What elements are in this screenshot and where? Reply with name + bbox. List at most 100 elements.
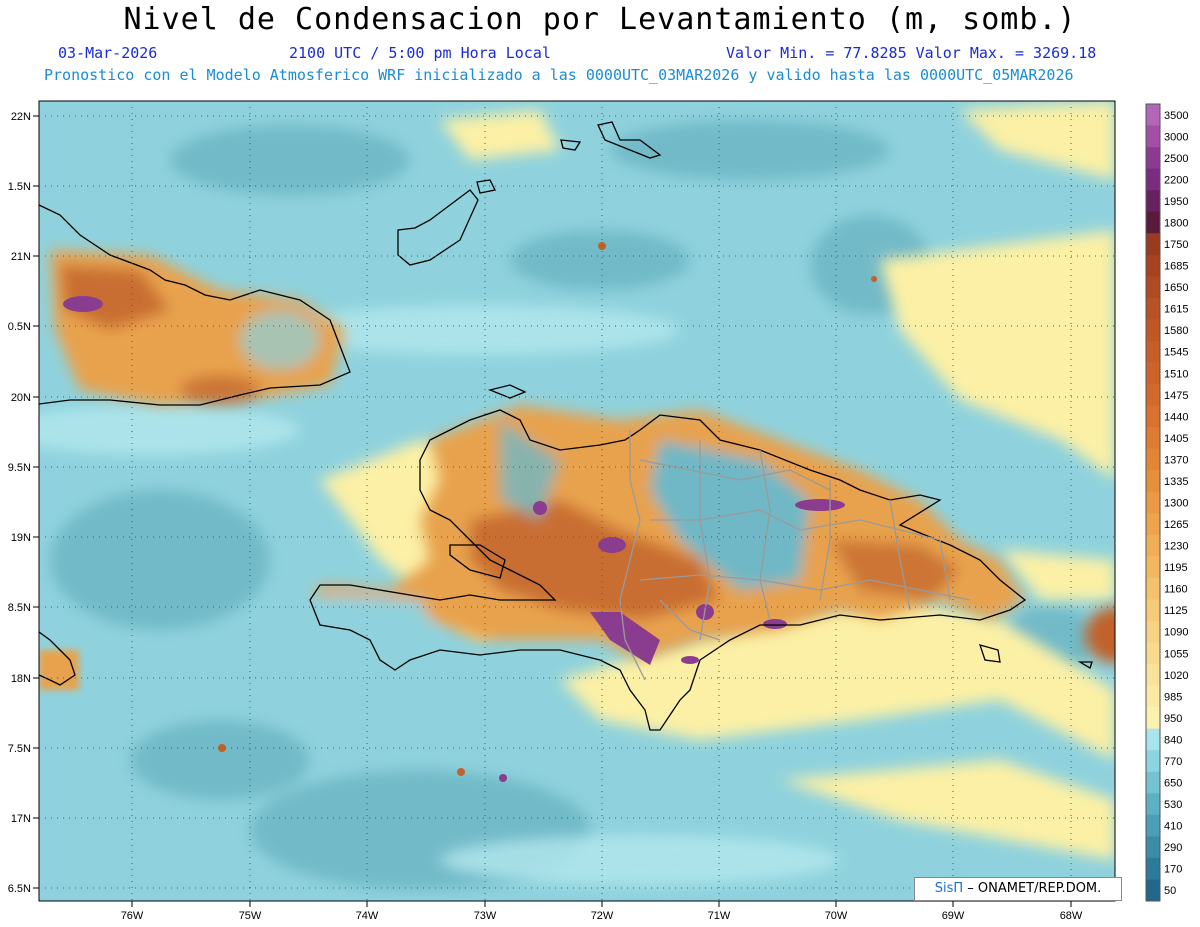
colorbar-label: 1750 (1164, 239, 1188, 251)
colorbar-label: 1370 (1164, 454, 1188, 466)
lon-label: 69W (942, 910, 965, 922)
lat-label: 22N (11, 111, 31, 123)
colorbar-swatch (1146, 125, 1160, 148)
lat-label: 0.5N (8, 321, 31, 333)
lon-label: 75W (239, 910, 262, 922)
colorbar-label: 1405 (1164, 433, 1188, 445)
forecast-date: 03-Mar-2026 (58, 44, 158, 62)
colorbar-label: 1265 (1164, 519, 1188, 531)
latitude-labels: 22N 1.5N 21N 0.5N 20N 9.5N 19N 8.5N 18N … (8, 111, 31, 895)
lat-label: 18N (11, 673, 31, 685)
colorbar-label: 1475 (1164, 390, 1188, 402)
colorbar-swatch (1146, 556, 1160, 579)
lon-label: 68W (1060, 910, 1083, 922)
colorbar-label: 840 (1164, 734, 1182, 746)
colorbar-swatch (1146, 405, 1160, 428)
colorbar-label: 1650 (1164, 282, 1188, 294)
colorbar-label: 650 (1164, 778, 1182, 790)
colorbar-swatch (1146, 211, 1160, 234)
colorbar-swatch (1146, 577, 1160, 600)
lat-label: 8.5N (8, 602, 31, 614)
lon-label: 71W (708, 910, 731, 922)
colorbar-swatch (1146, 362, 1160, 385)
colorbar-swatch (1146, 836, 1160, 859)
colorbar-label: 1055 (1164, 648, 1188, 660)
credit-text: – ONAMET/REP.DOM. (967, 881, 1102, 896)
colorbar-swatch (1146, 750, 1160, 773)
colorbar-swatch (1146, 621, 1160, 643)
colorbar-swatch (1146, 534, 1160, 557)
colorbar-label: 1160 (1164, 584, 1188, 596)
lon-label: 72W (591, 910, 614, 922)
model-run-info: Pronostico con el Modelo Atmosferico WRF… (44, 66, 1074, 84)
lat-label: 19N (11, 532, 31, 544)
lat-label: 21N (11, 251, 31, 263)
colorbar-label: 1230 (1164, 541, 1188, 553)
lon-label: 76W (121, 910, 144, 922)
colorbar-label: 50 (1164, 885, 1176, 897)
colorbar-swatch (1146, 664, 1160, 687)
colorbar-swatch (1146, 190, 1160, 213)
colorbar-label: 1950 (1164, 196, 1188, 208)
colorbar-label: 170 (1164, 864, 1182, 876)
lat-label: 9.5N (8, 462, 31, 474)
colorbar-label: 2200 (1164, 174, 1188, 186)
map-title: Nivel de Condensacion por Levantamiento … (123, 2, 1077, 37)
field-shading (39, 101, 1115, 901)
colorbar-swatch (1146, 642, 1160, 665)
colorbar-swatch (1146, 793, 1160, 816)
colorbar-swatch (1146, 276, 1160, 299)
colorbar-label: 950 (1164, 713, 1182, 725)
colorbar-label: 530 (1164, 799, 1182, 811)
colorbar-label: 985 (1164, 691, 1182, 703)
plot-frame (38, 100, 1116, 902)
credit-box: SisΠ – ONAMET/REP.DOM. (914, 877, 1122, 901)
lat-label: 6.5N (8, 883, 31, 895)
colorbar-swatch (1146, 384, 1160, 406)
colorbar-swatch (1146, 233, 1160, 256)
lat-lon-grid (39, 101, 1115, 901)
colorbar-swatch (1146, 599, 1160, 622)
colorbar-swatch (1146, 427, 1160, 450)
colorbar-label: 1195 (1164, 562, 1188, 574)
colorbar: 3500 3000 2500 2200 1950 1800 1750 1685 1650 1615… (1145, 103, 1188, 902)
sispi-logo: SisΠ (934, 881, 964, 896)
coastlines (39, 121, 1093, 731)
lon-label: 70W (825, 910, 848, 922)
colorbar-label: 1020 (1164, 670, 1188, 682)
colorbar-swatch (1146, 168, 1160, 191)
colorbar-swatch (1146, 448, 1160, 471)
colorbar-label: 1615 (1164, 304, 1188, 316)
colorbar-label: 770 (1164, 756, 1182, 768)
colorbar-label: 1335 (1164, 476, 1188, 488)
colorbar-swatch (1146, 814, 1160, 837)
colorbar-swatch (1146, 147, 1160, 170)
colorbar-swatch (1146, 728, 1160, 751)
colorbar-label: 3000 (1164, 131, 1188, 143)
axis-ticks (33, 115, 1072, 907)
lat-label: 17N (11, 813, 31, 825)
colorbar-swatch (1146, 319, 1160, 342)
colorbar-swatch (1146, 297, 1160, 320)
colorbar-label: 1300 (1164, 498, 1188, 510)
lat-label: 20N (11, 392, 31, 404)
colorbar-swatch (1146, 707, 1160, 730)
colorbar-label: 290 (1164, 842, 1182, 854)
colorbar-frame (1145, 103, 1161, 902)
colorbar-swatch (1146, 254, 1160, 277)
longitude-labels: 76W 75W 74W 73W 72W 71W 70W 69W 68W (121, 910, 1083, 922)
colorbar-swatch (1146, 685, 1160, 708)
purple-max-cuba (63, 296, 103, 312)
min-max-values: Valor Min. = 77.8285 Valor Max. = 3269.1… (726, 44, 1097, 62)
colorbar-swatch (1146, 470, 1160, 493)
colorbar-label: 1125 (1164, 605, 1188, 617)
colorbar-label: 2500 (1164, 153, 1188, 165)
colorbar-label: 1545 (1164, 347, 1188, 359)
colorbar-swatch (1146, 491, 1160, 514)
lat-label: 7.5N (8, 743, 31, 755)
colorbar-swatch (1146, 340, 1160, 363)
colorbar-swatch (1146, 513, 1160, 536)
colorbar-label: 1685 (1164, 261, 1188, 273)
lon-label: 74W (356, 910, 379, 922)
